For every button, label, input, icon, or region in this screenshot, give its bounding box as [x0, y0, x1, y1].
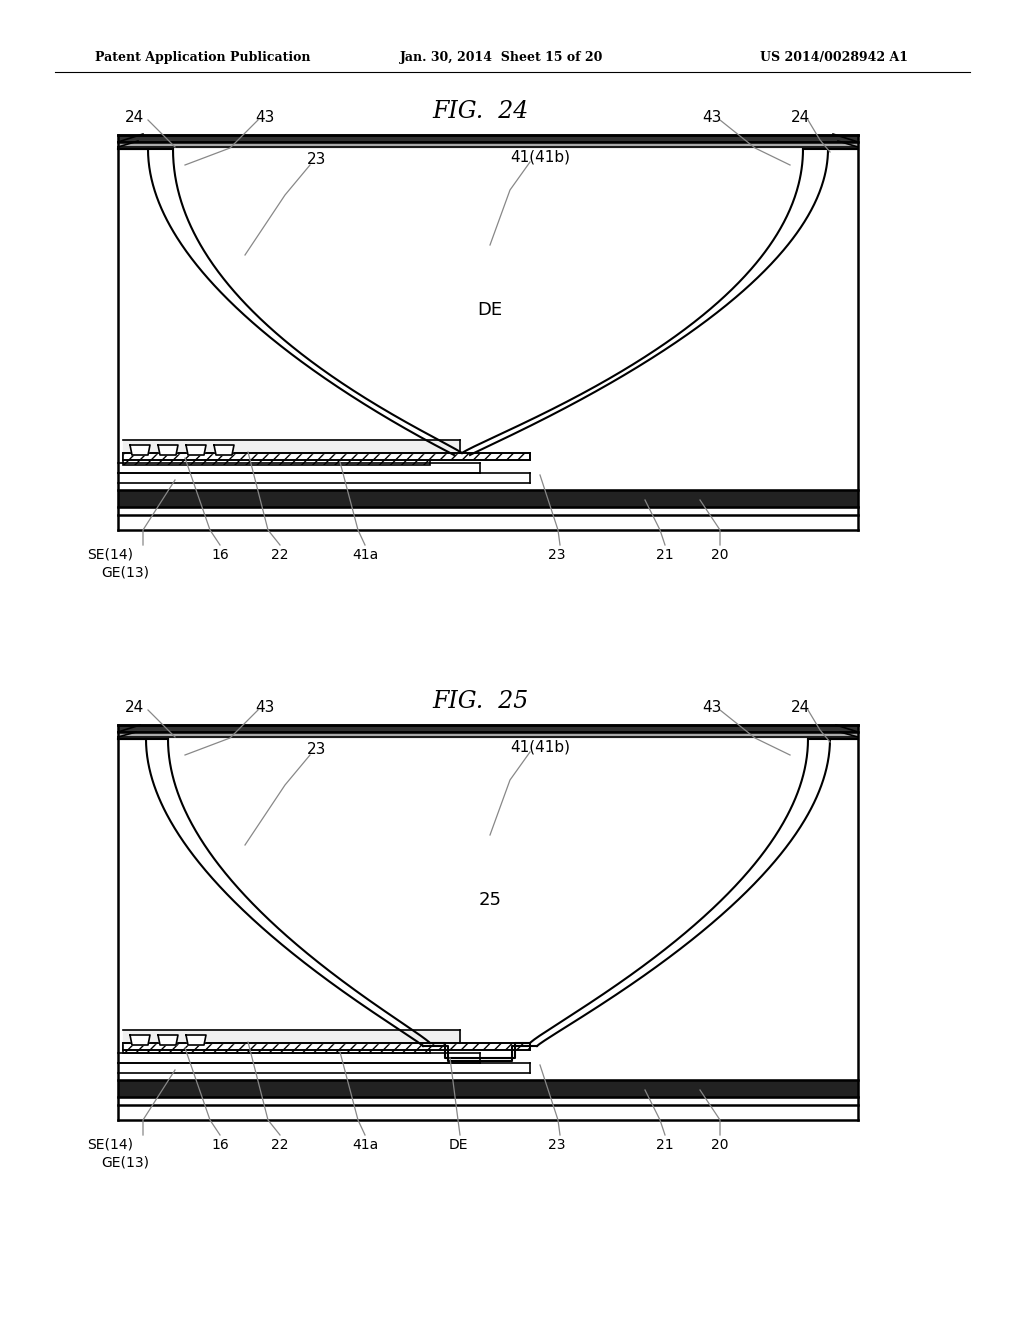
Text: 21: 21 — [656, 1138, 674, 1152]
Text: Patent Application Publication: Patent Application Publication — [95, 51, 310, 65]
Text: 20: 20 — [712, 548, 729, 562]
Text: 21: 21 — [656, 548, 674, 562]
Text: 41(41b): 41(41b) — [510, 739, 570, 755]
Text: 24: 24 — [791, 110, 810, 124]
Bar — [123, 453, 530, 459]
Text: US 2014/0028942 A1: US 2014/0028942 A1 — [760, 51, 908, 65]
Text: 25: 25 — [478, 891, 502, 909]
Text: 24: 24 — [125, 700, 144, 714]
Text: GE(13): GE(13) — [101, 1155, 150, 1170]
Polygon shape — [186, 445, 206, 455]
Polygon shape — [130, 1035, 150, 1045]
Text: DE: DE — [449, 1138, 468, 1152]
Text: 43: 43 — [702, 110, 722, 124]
Text: 23: 23 — [548, 548, 565, 562]
Text: 22: 22 — [271, 548, 289, 562]
Text: DE: DE — [477, 301, 503, 319]
Bar — [123, 1045, 430, 1053]
Bar — [131, 446, 148, 455]
Bar — [215, 446, 232, 455]
Text: 16: 16 — [211, 548, 229, 562]
Text: 43: 43 — [255, 700, 274, 714]
Text: 43: 43 — [255, 110, 274, 124]
Text: SE(14): SE(14) — [87, 1138, 133, 1152]
Text: 22: 22 — [271, 1138, 289, 1152]
Text: FIG.  25: FIG. 25 — [432, 690, 528, 714]
Text: 20: 20 — [712, 1138, 729, 1152]
Text: FIG.  24: FIG. 24 — [432, 100, 528, 124]
Polygon shape — [158, 445, 178, 455]
Bar — [123, 1043, 530, 1049]
Text: 23: 23 — [307, 742, 327, 758]
Polygon shape — [130, 445, 150, 455]
Bar — [159, 446, 176, 455]
Text: 41a: 41a — [352, 1138, 378, 1152]
Text: 41a: 41a — [352, 548, 378, 562]
Text: 23: 23 — [307, 153, 327, 168]
Text: 41(41b): 41(41b) — [510, 149, 570, 165]
Polygon shape — [158, 1035, 178, 1045]
Text: 23: 23 — [548, 1138, 565, 1152]
Bar — [187, 446, 204, 455]
Polygon shape — [186, 1035, 206, 1045]
Polygon shape — [214, 445, 234, 455]
Text: 16: 16 — [211, 1138, 229, 1152]
Text: 24: 24 — [125, 110, 144, 124]
Text: Jan. 30, 2014  Sheet 15 of 20: Jan. 30, 2014 Sheet 15 of 20 — [400, 51, 603, 65]
Text: 24: 24 — [791, 700, 810, 714]
Text: 43: 43 — [702, 700, 722, 714]
Bar — [123, 455, 430, 465]
Text: GE(13): GE(13) — [101, 565, 150, 579]
Text: SE(14): SE(14) — [87, 548, 133, 562]
